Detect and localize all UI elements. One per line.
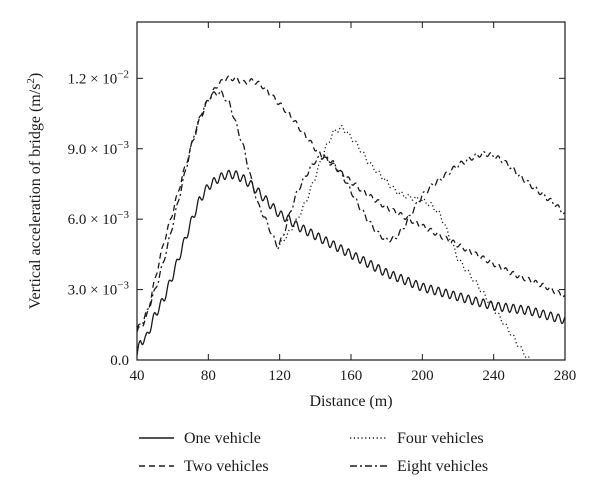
x-tick-labels: 40 80 120 160 200 240 280 [130, 368, 577, 384]
y-tick-label: 0.0 [110, 353, 129, 369]
y-axis-title-suffix: ) [27, 73, 44, 78]
x-tick-label: 120 [268, 368, 291, 384]
x-tick-label: 280 [554, 368, 577, 384]
legend-entry-eight-vehicles: Eight vehicles [350, 458, 488, 475]
x-tick-label: 160 [340, 368, 363, 384]
y-tick-label: 9.0 × 10−3 [68, 139, 130, 158]
legend-label-eight-vehicles: Eight vehicles [397, 458, 488, 475]
x-tick-label: 80 [201, 368, 216, 384]
legend: One vehicle Two vehicles Four vehicles E… [139, 430, 488, 475]
y-tick-labels: 0.0 3.0 × 10−3 6.0 × 10−3 9.0 × 10−3 1.2 × 1… [68, 68, 130, 369]
x-tick-label: 240 [482, 368, 505, 384]
y-axis-title-main: Vertical acceleration of bridge (m/s [27, 84, 44, 310]
legend-entry-one-vehicle: One vehicle [139, 430, 261, 447]
y-axis-title: Vertical acceleration of bridge (m/s2) [25, 73, 44, 310]
legend-label-one-vehicle: One vehicle [184, 430, 261, 447]
x-axis-title: Distance (m) [309, 393, 392, 410]
series-line-one-vehicle [137, 169, 565, 356]
series-line-four-vehicles [279, 124, 530, 359]
series-lines [137, 75, 565, 359]
y-tick-label: 3.0 × 10−3 [68, 280, 130, 299]
legend-entry-four-vehicles: Four vehicles [350, 430, 484, 447]
series-line-eight-vehicles [137, 89, 565, 330]
legend-label-four-vehicles: Four vehicles [397, 430, 484, 447]
x-tick-label: 40 [130, 368, 145, 384]
y-axis-title-superscript: 2 [25, 78, 37, 84]
y-tick-label: 1.2 × 10−2 [68, 68, 129, 87]
legend-entry-two-vehicles: Two vehicles [139, 458, 269, 475]
x-tick-label: 200 [411, 368, 434, 384]
legend-label-two-vehicles: Two vehicles [184, 458, 269, 475]
y-tick-label: 6.0 × 10−3 [68, 209, 130, 228]
plot-frame [136, 21, 566, 361]
series-line-two-vehicles [137, 75, 565, 333]
